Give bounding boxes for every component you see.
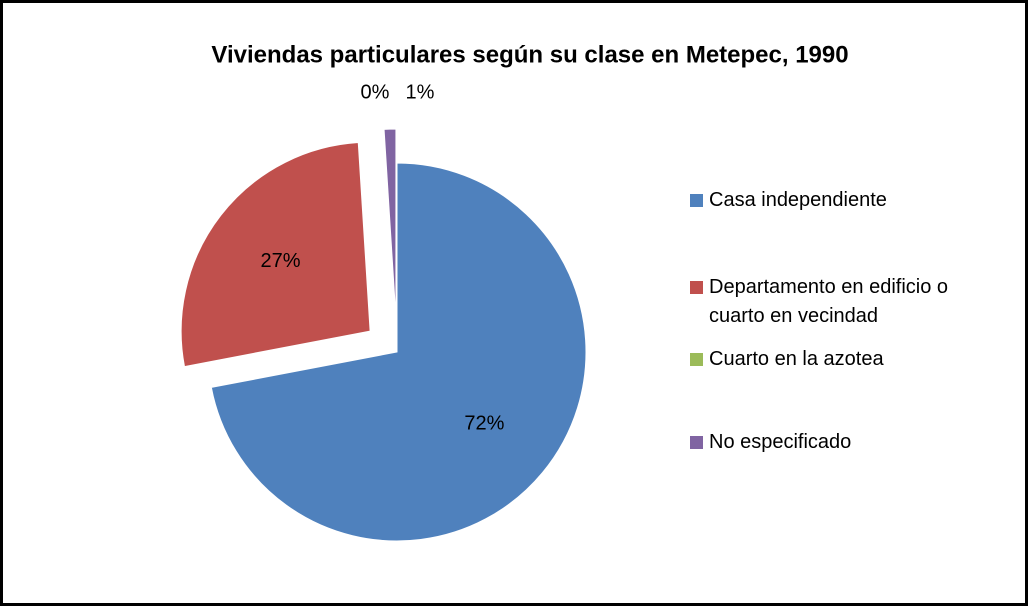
legend-swatch xyxy=(690,281,703,294)
legend-label: Cuarto en la azotea xyxy=(709,348,884,370)
data-label: 1% xyxy=(406,81,435,103)
legend-entry: No especificado xyxy=(690,428,1010,457)
legend-label: No especificado xyxy=(709,431,852,453)
data-label: 0% xyxy=(361,81,390,103)
legend: Casa independiente Departamento en edific… xyxy=(690,186,1010,457)
data-label: 72% xyxy=(464,413,504,435)
chart-title: Viviendas particulares según su clase en… xyxy=(211,41,848,68)
pie-slice xyxy=(180,142,371,368)
legend-entry: Departamento en edificio o cuarto en vec… xyxy=(690,273,1010,331)
pie-slice xyxy=(210,162,587,542)
legend-label: Casa independiente xyxy=(709,189,887,211)
legend-swatch xyxy=(690,194,703,207)
legend-swatch xyxy=(690,353,703,366)
legend-label: Departamento en edificio o cuarto en vec… xyxy=(709,276,949,327)
legend-entry: Casa independiente xyxy=(690,186,1010,215)
legend-swatch xyxy=(690,436,703,449)
data-label: 27% xyxy=(261,250,301,272)
legend-entry: Cuarto en la azotea xyxy=(690,345,1010,374)
pie-slice xyxy=(383,128,397,319)
